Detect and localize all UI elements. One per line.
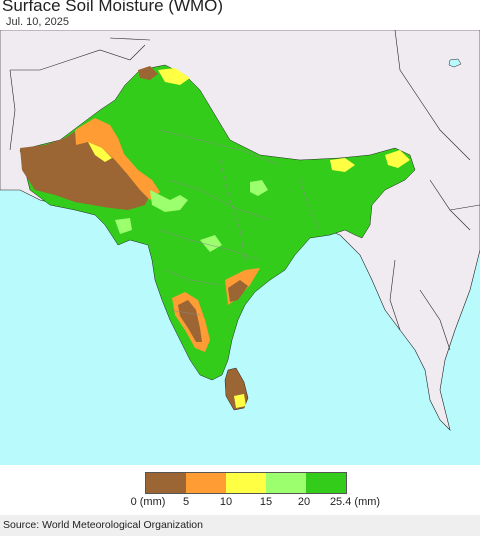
legend-tick-5: 5 (182, 496, 190, 508)
legend-tick-20: 20 (297, 496, 311, 508)
region-dry-brown (20, 120, 150, 210)
source-footer: Source: World Meteorological Organizatio… (0, 515, 480, 536)
patch-lightgreen-2 (115, 218, 132, 234)
region-east-coast-brown (228, 280, 248, 302)
legend-bar (145, 472, 347, 494)
region-northeast-yellow (385, 150, 410, 168)
lake (448, 58, 462, 68)
region-nepal-yellow (330, 158, 355, 172)
patch-lightgreen-1 (250, 180, 268, 196)
legend-swatch-15-20 (266, 473, 306, 493)
sri-lanka-yellow (234, 394, 246, 408)
internal-borders (159, 129, 321, 316)
patch-lightgreen-3 (200, 235, 222, 252)
map-date: Jul. 10, 2025 (6, 16, 69, 28)
legend-swatch-5-10 (186, 473, 226, 493)
legend-ticks: 0 (mm) 5 10 15 20 25.4 (mm) (0, 496, 480, 510)
soil-moisture-map (0, 30, 480, 465)
legend-swatch-10-15 (226, 473, 266, 493)
legend-tick-15: 15 (259, 496, 273, 508)
region-north-brown (138, 66, 158, 80)
region-dry-orange (75, 118, 160, 200)
border-lines (9, 30, 480, 351)
legend-tick-10: 10 (219, 496, 233, 508)
legend-swatch-20-25 (306, 473, 346, 493)
region-south-brown (178, 300, 202, 342)
legend-tick-0: 0 (mm) (130, 496, 166, 508)
region-dry-lightgreen (150, 190, 188, 212)
region-north-yellow (158, 68, 190, 85)
legend-tick-25: 25.4 (mm) (329, 496, 381, 508)
region-dry-yellow (88, 142, 112, 162)
map-title: Surface Soil Moisture (WMO) (2, 0, 224, 15)
legend-swatch-0-5 (146, 473, 186, 493)
